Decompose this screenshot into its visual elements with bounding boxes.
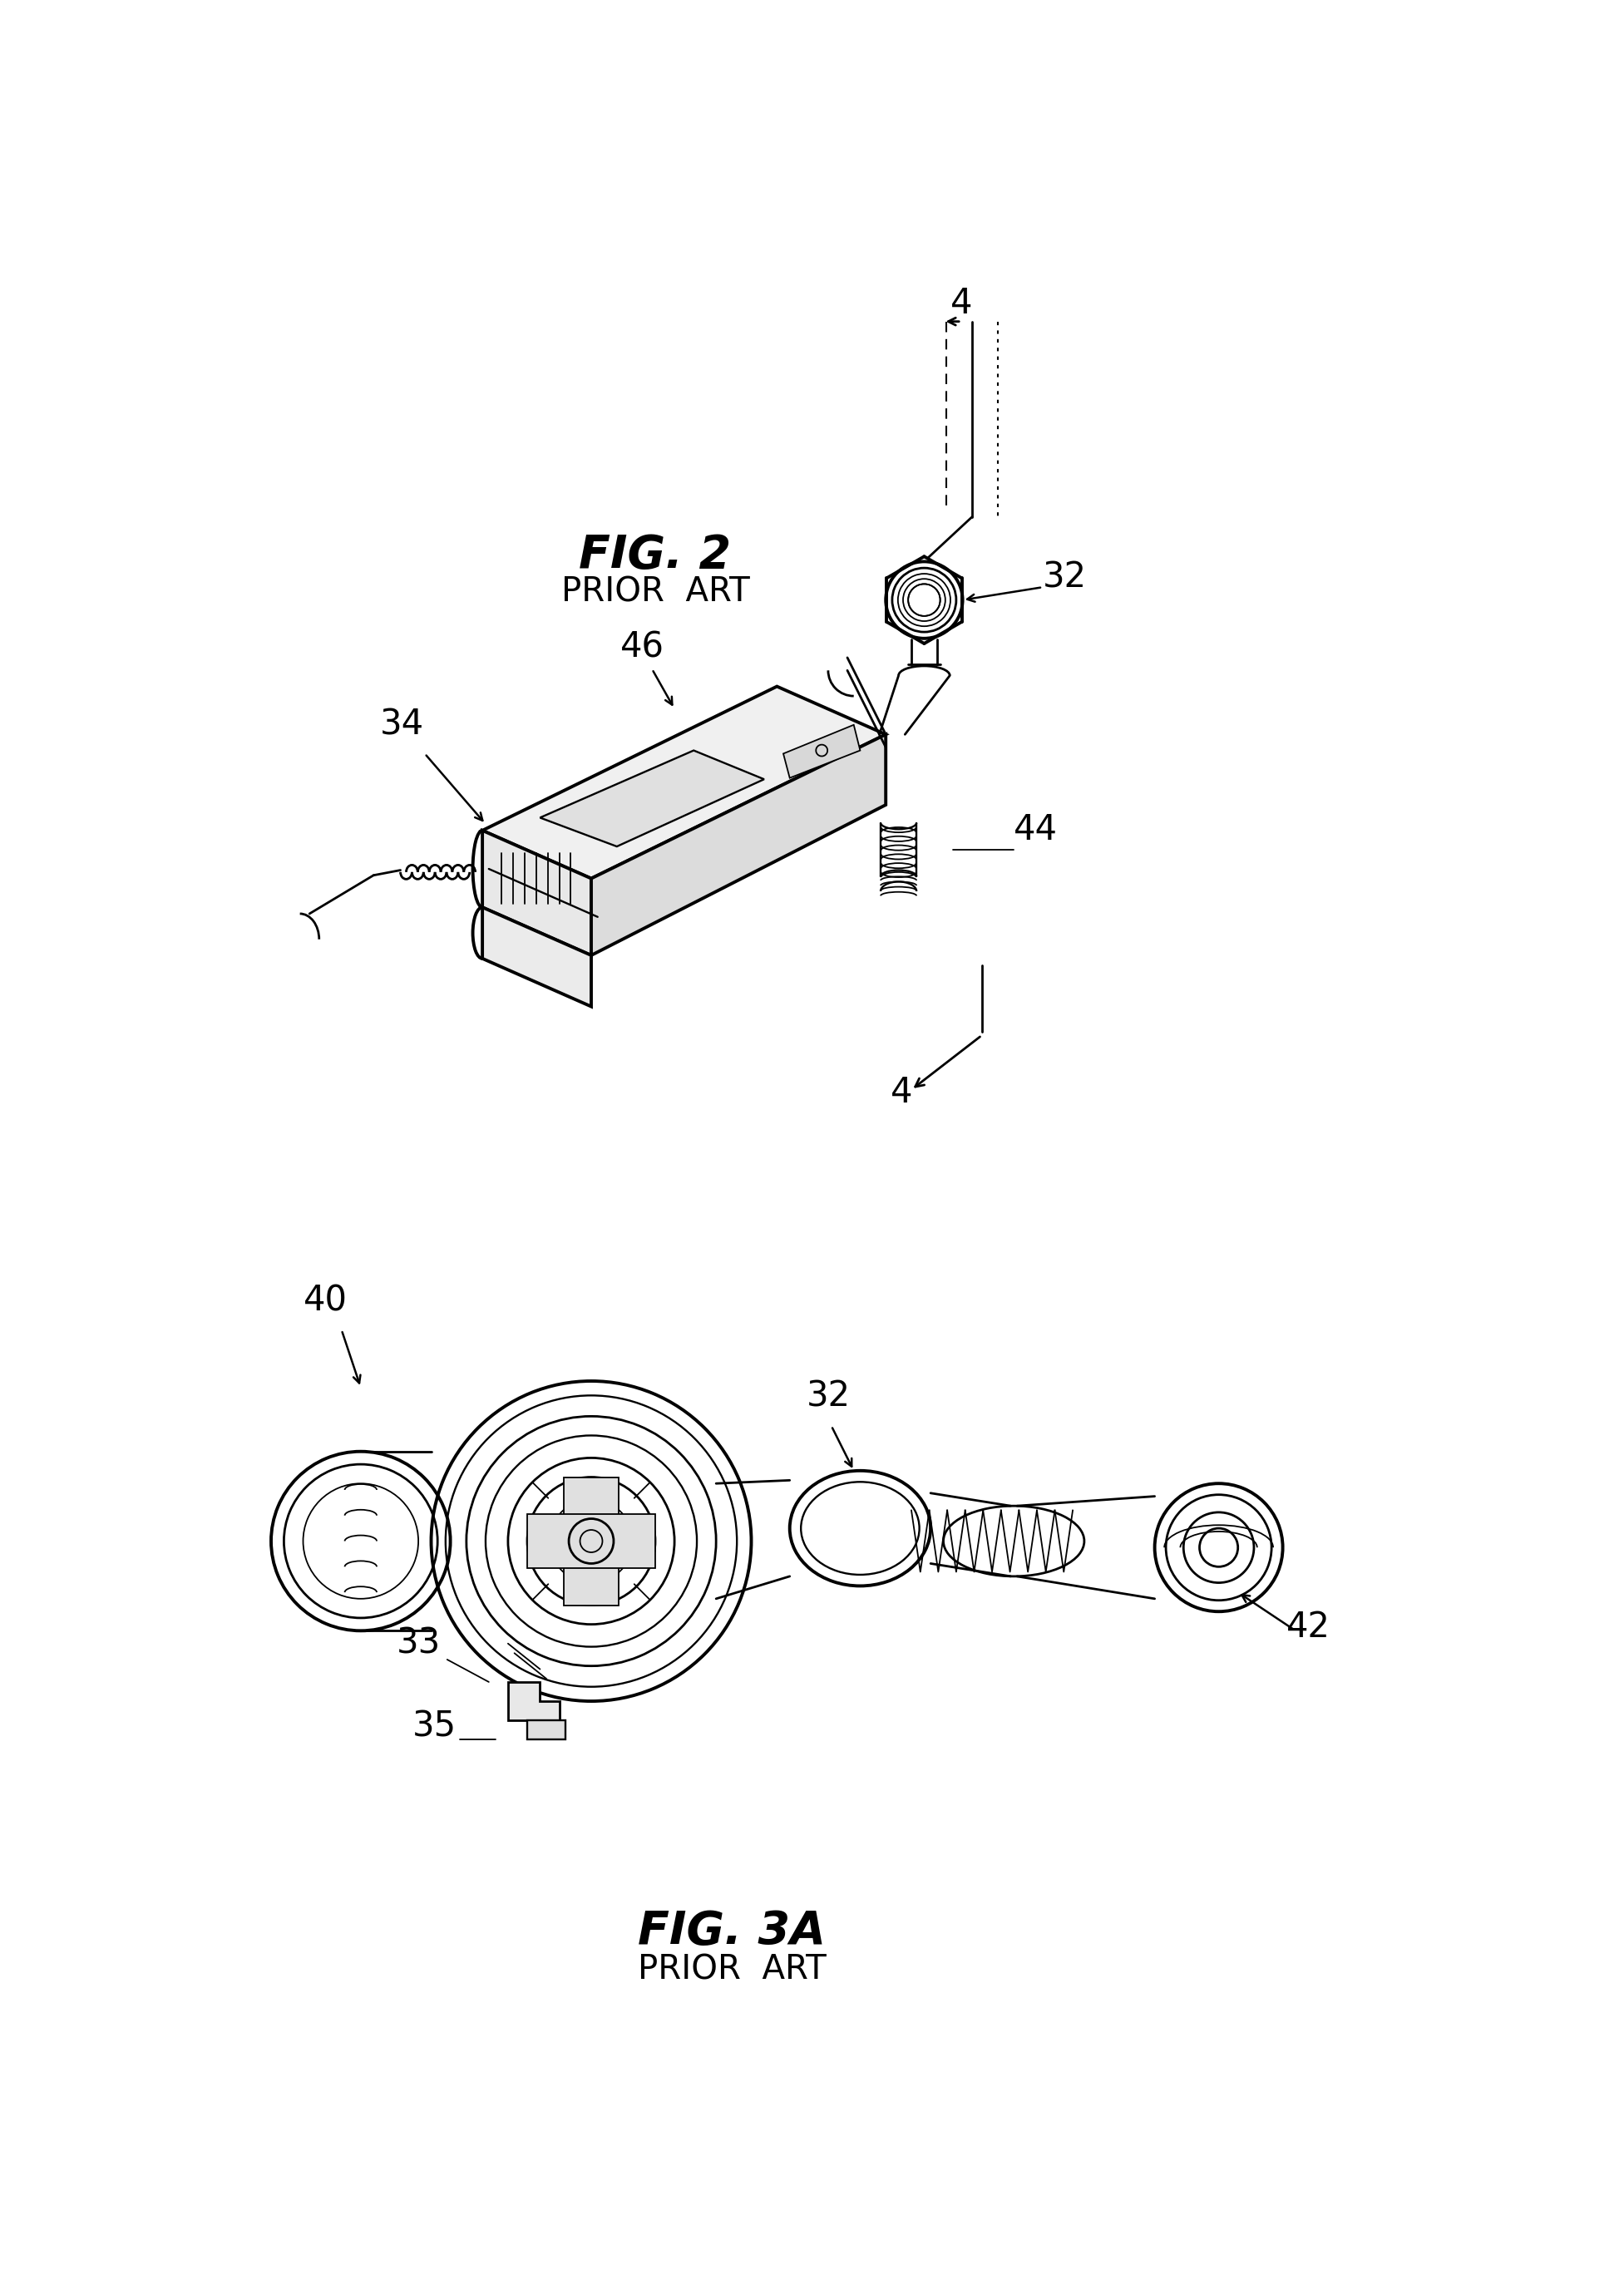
Polygon shape (482, 686, 885, 877)
Text: 42: 42 (1286, 1609, 1330, 1645)
Polygon shape (564, 1477, 619, 1604)
Text: 46: 46 (620, 631, 664, 665)
Polygon shape (482, 907, 591, 1007)
Text: 32: 32 (806, 1379, 851, 1415)
Polygon shape (482, 830, 591, 955)
Polygon shape (591, 734, 885, 955)
Text: 44: 44 (1013, 814, 1057, 848)
Polygon shape (541, 750, 765, 846)
Text: 34: 34 (380, 706, 424, 743)
Text: FIG. 3A: FIG. 3A (638, 1910, 827, 1953)
Polygon shape (783, 725, 861, 777)
Text: 4: 4 (890, 1076, 913, 1110)
Polygon shape (508, 1682, 559, 1721)
Text: PRIOR  ART: PRIOR ART (638, 1953, 827, 1987)
Text: 35: 35 (412, 1709, 456, 1743)
Text: 32: 32 (1043, 561, 1086, 595)
Text: PRIOR  ART: PRIOR ART (560, 577, 750, 608)
Text: FIG. 2: FIG. 2 (580, 533, 731, 577)
Polygon shape (528, 1513, 654, 1568)
Text: 33: 33 (396, 1625, 440, 1661)
Text: 40: 40 (304, 1283, 348, 1317)
Text: 4: 4 (950, 285, 973, 321)
Polygon shape (528, 1721, 565, 1739)
